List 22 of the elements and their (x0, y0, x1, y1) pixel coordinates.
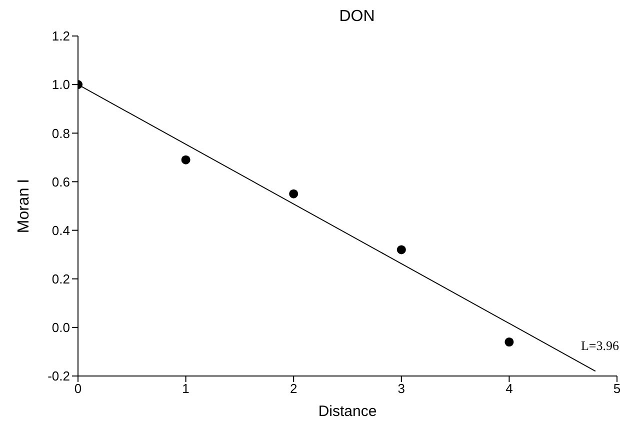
y-tick-label: -0.2 (48, 368, 70, 384)
annotation: L=3.96 (580, 338, 619, 354)
y-axis-title: Moran I (16, 178, 33, 234)
x-tick-label: 3 (398, 381, 406, 396)
y-tick-label: 0.8 (52, 126, 70, 141)
point (504, 337, 514, 347)
x-tick-label: 0 (74, 381, 82, 396)
x-tick-label: 1 (182, 381, 190, 396)
y-tick-label: 0.2 (52, 271, 70, 286)
y-tick-label: 0.6 (52, 174, 70, 190)
point (181, 155, 190, 164)
x-tick-label: 4 (506, 381, 513, 396)
x-tick-label: 2 (290, 381, 298, 396)
point (289, 189, 298, 198)
y-tick-label: 0.4 (52, 222, 70, 238)
chart-title: DON (338, 8, 376, 26)
x-axis-title: Distance (318, 403, 377, 420)
y-tick-label: 1.2 (52, 28, 70, 44)
y-tick-label: 0.0 (52, 320, 70, 336)
y-tick-label: 1.0 (52, 77, 70, 92)
x-tick-label: 5 (613, 381, 621, 396)
point (396, 245, 406, 254)
